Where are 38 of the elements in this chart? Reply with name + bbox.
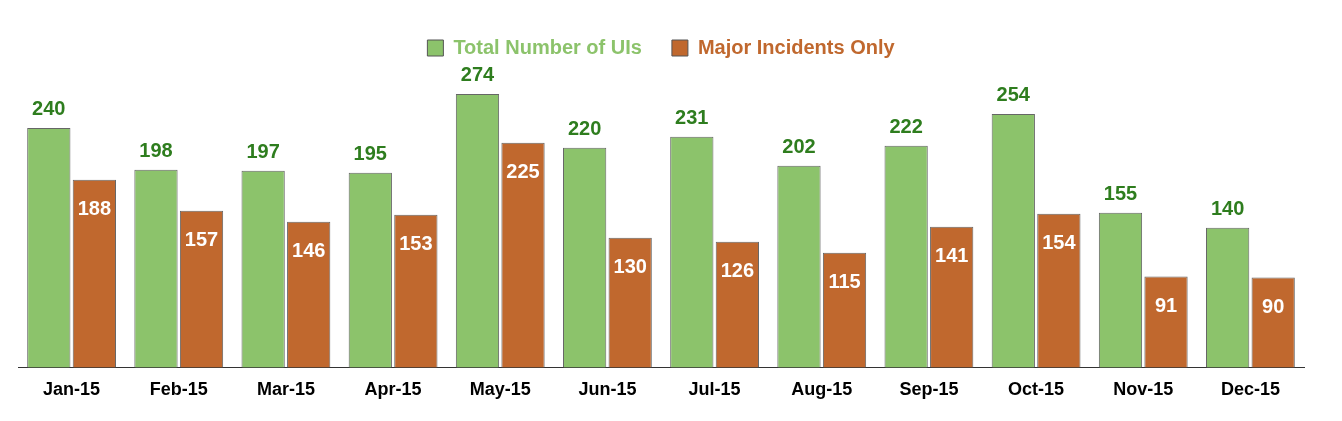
data-label: 155	[1103, 182, 1138, 205]
data-label: 91	[1154, 294, 1178, 317]
data-label: 140	[1210, 197, 1245, 220]
data-label: 202	[782, 135, 816, 158]
x-tick-label: Jul-15	[688, 379, 741, 400]
data-label: 154	[1042, 231, 1077, 254]
x-tick-label: Sep-15	[899, 379, 959, 400]
data-label: 231	[675, 106, 709, 129]
x-tick-label: Jan-15	[43, 379, 101, 400]
legend-label: Major Incidents Only	[697, 35, 896, 58]
x-tick-label: Jun-15	[578, 379, 637, 400]
data-label: 153	[399, 232, 433, 255]
x-tick-label: May-15	[469, 379, 531, 400]
data-label: 115	[828, 270, 861, 293]
data-label: 274	[460, 63, 496, 86]
data-label: 195	[353, 142, 387, 165]
x-tick-label: Oct-15	[1008, 379, 1065, 400]
data-label: 220	[567, 117, 602, 140]
data-label: 130	[613, 255, 647, 278]
data-label: 254	[996, 83, 1031, 106]
data-label: 225	[506, 160, 540, 183]
data-label: 146	[292, 239, 326, 262]
data-label: 157	[184, 228, 219, 251]
data-label: 126	[720, 259, 755, 282]
x-tick-label: Apr-15	[364, 379, 422, 400]
x-tick-label: Aug-15	[791, 379, 853, 400]
data-label: 188	[77, 197, 112, 220]
data-label: 197	[246, 140, 280, 163]
x-tick-label: Dec-15	[1220, 379, 1280, 400]
x-tick-label: Feb-15	[149, 379, 208, 400]
x-tick-label: Nov-15	[1113, 379, 1174, 400]
legend-label: Total Number of UIs	[453, 35, 642, 58]
data-label: 240	[32, 97, 66, 120]
data-label: 222	[889, 115, 923, 138]
x-tick-label: Mar-15	[256, 379, 315, 400]
data-label: 198	[139, 139, 173, 162]
data-label: 141	[935, 244, 969, 267]
data-label: 90	[1262, 295, 1285, 318]
